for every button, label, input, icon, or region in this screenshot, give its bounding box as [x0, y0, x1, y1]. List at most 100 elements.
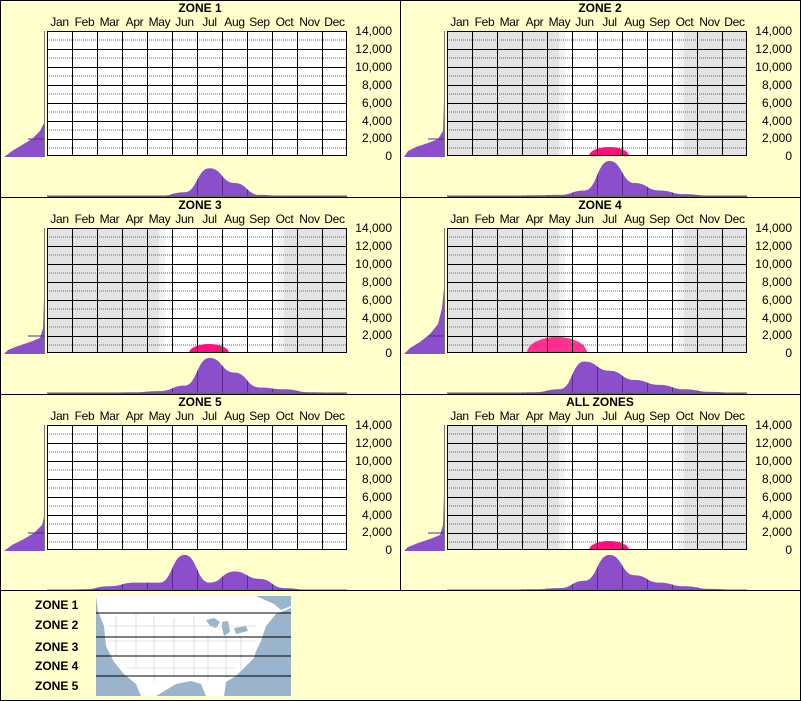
elevation-tick: 10,000 — [355, 256, 392, 271]
panel-zone5: ZONE 5 Jan Feb Mar Apr May Jun Jul Aug Sep Oct Nov D… — [0, 394, 400, 592]
panel-title: ZONE 2 — [578, 1, 622, 15]
month-label: Mar — [99, 15, 120, 29]
month-axis: Jan Feb Mar Apr May Jun Jul Aug Sep Oct Nov Dec — [447, 409, 747, 423]
panel-zone1: ZONE 1 Jan Feb Mar Apr May Jun Jul Aug Sep Oct Nov D… — [0, 0, 400, 198]
month-label: Nov — [299, 15, 320, 29]
elevation-tick: 6,000 — [761, 292, 792, 307]
month-label: Aug — [624, 212, 645, 226]
elevation-tick: 2,000 — [761, 525, 792, 540]
elevation-tick: 4,000 — [761, 310, 792, 325]
elevation-tick: 14,000 — [755, 418, 792, 432]
month-label: Apr — [125, 212, 144, 226]
elevation-tick: 4,000 — [361, 310, 392, 325]
month-label: May — [148, 15, 171, 29]
elevation-tick: 6,000 — [761, 95, 792, 110]
month-label: Sep — [649, 212, 670, 226]
elevation-tick: 8,000 — [361, 77, 392, 92]
panel-title: ZONE 5 — [178, 395, 222, 409]
elevation-tick: 4,000 — [361, 113, 392, 128]
month-label: Jun — [175, 409, 194, 423]
month-label: Oct — [275, 409, 294, 423]
month-label: Apr — [525, 212, 544, 226]
elevation-tick: 10,000 — [755, 256, 792, 271]
month-label: Nov — [299, 409, 320, 423]
month-label: Feb — [74, 409, 95, 423]
panel-all: ALL ZONES Jan Feb Mar Apr May Jun Jul Aug Sep Oct N… — [400, 394, 800, 592]
elevation-tick: 14,000 — [755, 221, 792, 235]
month-label: Aug — [624, 15, 645, 29]
elevation-tick: 12,000 — [755, 435, 792, 450]
elevation-tick: 0 — [385, 346, 392, 361]
month-label: Apr — [525, 409, 544, 423]
month-label: Sep — [649, 15, 670, 29]
month-label: Feb — [474, 15, 495, 29]
month-label: Jul — [602, 15, 617, 29]
month-label: Dec — [724, 212, 745, 226]
elevation-distribution — [0, 228, 47, 354]
elevation-tick: 14,000 — [355, 24, 392, 38]
elevation-tick: 6,000 — [761, 489, 792, 504]
elevation-tick: 10,000 — [355, 59, 392, 74]
elevation-axis: 14,000 12,000 10,000 8,000 6,000 4,000 2,000 0 — [750, 418, 800, 558]
monthly-distribution — [47, 354, 347, 395]
us-map-zones — [96, 596, 291, 696]
month-axis: Jan Feb Mar Apr May Jun Jul Aug Sep Oct Nov Dec — [447, 212, 747, 226]
month-label: Apr — [125, 409, 144, 423]
month-label: Jan — [450, 409, 469, 423]
month-label: Jul — [602, 409, 617, 423]
month-label: May — [548, 212, 571, 226]
elevation-distribution — [400, 31, 447, 157]
month-label: Mar — [499, 212, 520, 226]
month-axis: Jan Feb Mar Apr May Jun Jul Aug Sep Oct Nov Dec — [47, 15, 347, 29]
elevation-tick: 2,000 — [361, 525, 392, 540]
month-label: Jun — [575, 15, 594, 29]
month-label: Apr — [525, 15, 544, 29]
month-label: Feb — [474, 409, 495, 423]
elevation-tick: 8,000 — [761, 77, 792, 92]
monthly-distribution — [447, 157, 747, 198]
month-label: May — [548, 409, 571, 423]
month-label: Apr — [125, 15, 144, 29]
panel-title: ZONE 3 — [178, 198, 222, 212]
elevation-axis: 14,000 12,000 10,000 8,000 6,000 4,000 2,000 0 — [350, 221, 400, 361]
elevation-tick: 6,000 — [361, 95, 392, 110]
elevation-tick: 0 — [785, 149, 792, 164]
month-label: Sep — [649, 409, 670, 423]
elevation-tick: 8,000 — [361, 274, 392, 289]
elevation-tick: 8,000 — [361, 471, 392, 486]
month-label: Jan — [450, 15, 469, 29]
month-label: Jan — [50, 15, 69, 29]
elevation-tick: 0 — [785, 346, 792, 361]
elevation-tick: 2,000 — [761, 328, 792, 343]
month-label: Aug — [224, 212, 245, 226]
month-label: Dec — [324, 409, 345, 423]
elevation-distribution — [400, 425, 447, 551]
month-label: Oct — [275, 212, 294, 226]
month-label: Nov — [299, 212, 320, 226]
elevation-tick: 14,000 — [355, 418, 392, 432]
monthly-distribution — [47, 157, 347, 198]
elevation-tick: 12,000 — [755, 41, 792, 56]
month-label: Dec — [324, 212, 345, 226]
legend-zone-4: ZONE 4 — [35, 659, 79, 673]
elevation-tick: 14,000 — [755, 24, 792, 38]
elevation-distribution — [400, 228, 447, 354]
elevation-tick: 12,000 — [355, 41, 392, 56]
elevation-tick: 8,000 — [761, 471, 792, 486]
elevation-axis: 14,000 12,000 10,000 8,000 6,000 4,000 2,000 0 — [750, 221, 800, 361]
elevation-tick: 14,000 — [355, 221, 392, 235]
panel-divider-1 — [0, 197, 801, 198]
month-label: Jun — [575, 212, 594, 226]
month-axis: Jan Feb Mar Apr May Jun Jul Aug Sep Oct Nov Dec — [47, 409, 347, 423]
month-label: Mar — [499, 15, 520, 29]
elevation-tick: 12,000 — [355, 238, 392, 253]
legend-zone-1: ZONE 1 — [35, 598, 79, 612]
heatmap-plot — [47, 425, 347, 550]
month-label: Aug — [624, 409, 645, 423]
month-label: Jan — [50, 212, 69, 226]
month-label: Feb — [74, 15, 95, 29]
month-label: Nov — [699, 409, 720, 423]
elevation-tick: 4,000 — [761, 507, 792, 522]
elevation-axis: 14,000 12,000 10,000 8,000 6,000 4,000 2,000 0 — [750, 24, 800, 164]
zone-legend: ZONE 1 ZONE 2 ZONE 3 ZONE 4 ZONE 5 — [0, 591, 801, 701]
